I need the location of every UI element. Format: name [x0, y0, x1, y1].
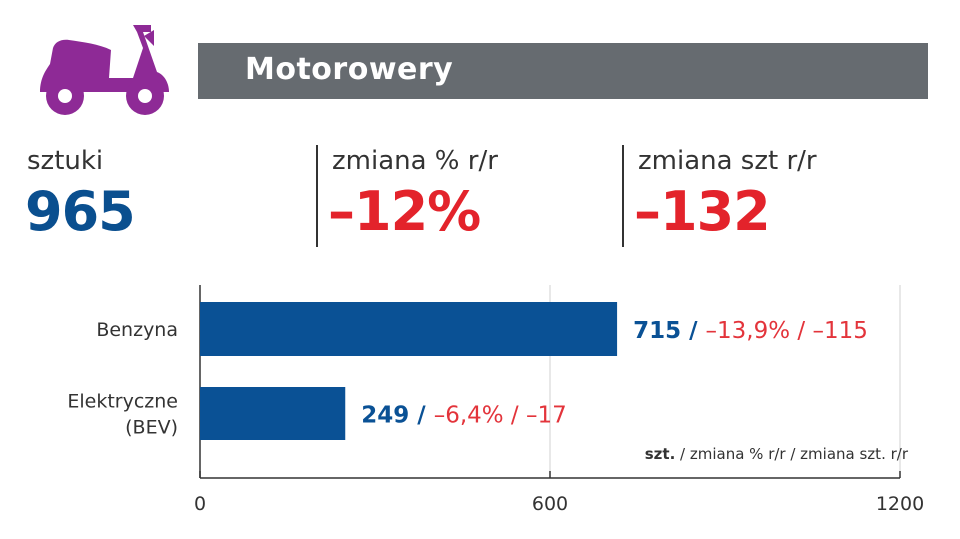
data-label: 249 / –6,4% / –17	[361, 403, 567, 429]
category-label: Elektryczne	[67, 391, 178, 413]
title-bar	[198, 43, 928, 99]
page-title: Motorowery	[245, 52, 454, 87]
data-label: 715 / –13,9% / –115	[633, 318, 868, 344]
kpi-diff-value: –132	[634, 180, 771, 243]
scooter-icon	[30, 22, 170, 121]
category-label: (BEV)	[125, 417, 178, 439]
bar	[200, 387, 346, 440]
category-label: Benzyna	[96, 319, 178, 341]
legend-note: szt. / zmiana % r/r / zmiana szt. r/r	[645, 445, 909, 463]
tick-label: 600	[532, 493, 568, 515]
kpi-units-value: 965	[25, 180, 136, 243]
tick-label: 1200	[876, 493, 924, 515]
kpi-units-label: sztuki	[27, 146, 104, 176]
kpi-diff-label: zmiana szt r/r	[638, 146, 817, 176]
divider	[622, 145, 624, 247]
tick-label: 0	[194, 493, 206, 515]
kpi-pct-label: zmiana % r/r	[332, 146, 498, 176]
kpi-pct-value: –12%	[328, 180, 481, 243]
divider	[316, 145, 318, 247]
bar	[200, 302, 618, 356]
